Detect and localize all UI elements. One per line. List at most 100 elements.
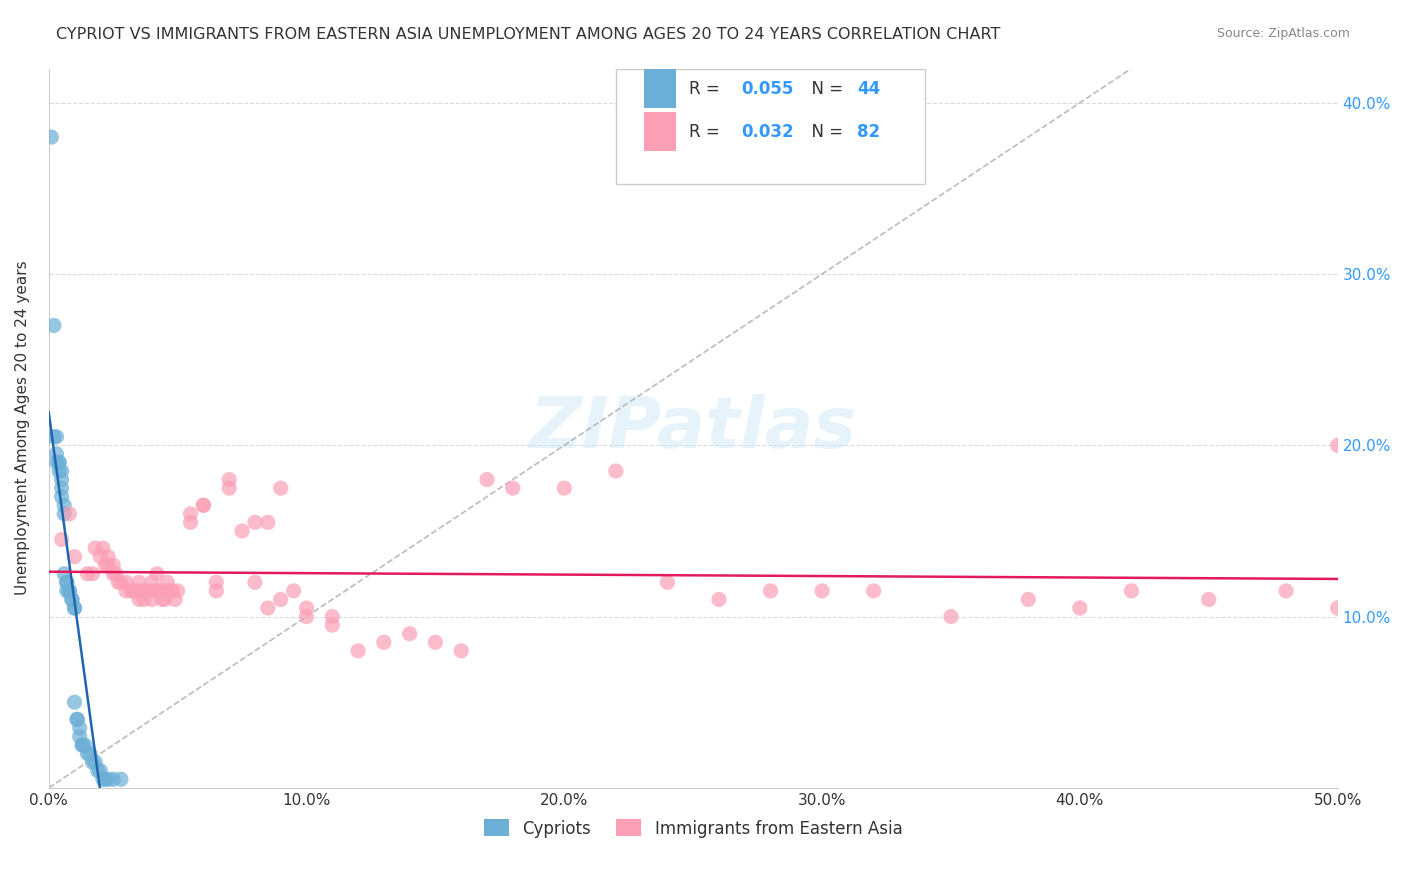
Point bbox=[295, 601, 318, 615]
Point bbox=[115, 575, 138, 590]
Point bbox=[58, 507, 80, 521]
Point bbox=[707, 592, 730, 607]
Point bbox=[321, 618, 343, 632]
Point bbox=[257, 516, 280, 530]
Point bbox=[373, 635, 395, 649]
Point bbox=[605, 464, 627, 478]
Point bbox=[134, 592, 156, 607]
Point bbox=[811, 583, 834, 598]
Text: 44: 44 bbox=[856, 79, 880, 97]
Text: 0.032: 0.032 bbox=[741, 123, 793, 141]
Point bbox=[53, 566, 76, 581]
Point bbox=[153, 592, 176, 607]
Point bbox=[205, 583, 228, 598]
Point bbox=[128, 575, 150, 590]
Point bbox=[218, 481, 240, 495]
Text: Source: ZipAtlas.com: Source: ZipAtlas.com bbox=[1216, 27, 1350, 40]
Point bbox=[205, 575, 228, 590]
Point bbox=[128, 592, 150, 607]
Point bbox=[91, 772, 114, 787]
Point bbox=[162, 583, 184, 598]
Point bbox=[193, 498, 215, 512]
Point bbox=[150, 592, 173, 607]
Point bbox=[135, 583, 157, 598]
Point bbox=[51, 490, 73, 504]
Point bbox=[141, 583, 163, 598]
Point bbox=[141, 592, 163, 607]
Point bbox=[63, 601, 86, 615]
Point bbox=[149, 583, 172, 598]
Point bbox=[41, 130, 63, 145]
Point bbox=[243, 516, 266, 530]
Point bbox=[56, 575, 79, 590]
Point bbox=[56, 575, 79, 590]
Point bbox=[72, 738, 94, 752]
Y-axis label: Unemployment Among Ages 20 to 24 years: Unemployment Among Ages 20 to 24 years bbox=[15, 260, 30, 596]
Point bbox=[243, 575, 266, 590]
Point bbox=[103, 558, 125, 573]
Point bbox=[84, 541, 107, 555]
Point bbox=[131, 583, 153, 598]
Point bbox=[425, 635, 447, 649]
Point bbox=[159, 583, 181, 598]
Point bbox=[657, 575, 679, 590]
Text: R =: R = bbox=[689, 79, 725, 97]
Point bbox=[97, 558, 120, 573]
Point bbox=[76, 566, 98, 581]
Point bbox=[862, 583, 884, 598]
Text: 0.055: 0.055 bbox=[741, 79, 793, 97]
Point bbox=[1275, 583, 1298, 598]
Point bbox=[63, 549, 86, 564]
Point bbox=[72, 738, 94, 752]
Point bbox=[60, 592, 83, 607]
FancyBboxPatch shape bbox=[644, 69, 676, 108]
Point bbox=[82, 566, 104, 581]
Point bbox=[103, 566, 125, 581]
Point bbox=[51, 473, 73, 487]
Point bbox=[48, 455, 70, 469]
Point bbox=[156, 575, 179, 590]
Point bbox=[63, 695, 86, 709]
Point bbox=[76, 747, 98, 761]
Point bbox=[89, 764, 111, 778]
Point bbox=[759, 583, 782, 598]
Point bbox=[165, 592, 187, 607]
Text: ZIPatlas: ZIPatlas bbox=[530, 393, 856, 463]
Text: N =: N = bbox=[801, 79, 849, 97]
Point bbox=[1121, 583, 1143, 598]
Point bbox=[45, 430, 67, 444]
Point bbox=[66, 712, 89, 726]
Point bbox=[257, 601, 280, 615]
Point bbox=[94, 772, 117, 787]
Point bbox=[115, 583, 138, 598]
Point bbox=[120, 583, 142, 598]
Point bbox=[103, 772, 125, 787]
Point bbox=[166, 583, 188, 598]
Point bbox=[218, 473, 240, 487]
Point bbox=[94, 558, 117, 573]
FancyBboxPatch shape bbox=[616, 69, 925, 184]
Point bbox=[51, 481, 73, 495]
Point bbox=[69, 721, 91, 735]
Point bbox=[231, 524, 253, 538]
Point bbox=[347, 644, 370, 658]
Point bbox=[270, 481, 292, 495]
Point bbox=[45, 455, 67, 469]
Point bbox=[79, 747, 101, 761]
Point bbox=[502, 481, 524, 495]
Point bbox=[1326, 601, 1348, 615]
Point bbox=[180, 507, 202, 521]
Point bbox=[58, 583, 80, 598]
Point bbox=[51, 464, 73, 478]
Point bbox=[48, 455, 70, 469]
Point bbox=[42, 318, 65, 333]
Text: CYPRIOT VS IMMIGRANTS FROM EASTERN ASIA UNEMPLOYMENT AMONG AGES 20 TO 24 YEARS C: CYPRIOT VS IMMIGRANTS FROM EASTERN ASIA … bbox=[56, 27, 1001, 42]
Text: N =: N = bbox=[801, 123, 849, 141]
Point bbox=[153, 583, 176, 598]
Point bbox=[58, 583, 80, 598]
Point bbox=[193, 498, 215, 512]
Point bbox=[475, 473, 498, 487]
Point bbox=[1198, 592, 1220, 607]
Point bbox=[53, 507, 76, 521]
FancyBboxPatch shape bbox=[644, 112, 676, 152]
